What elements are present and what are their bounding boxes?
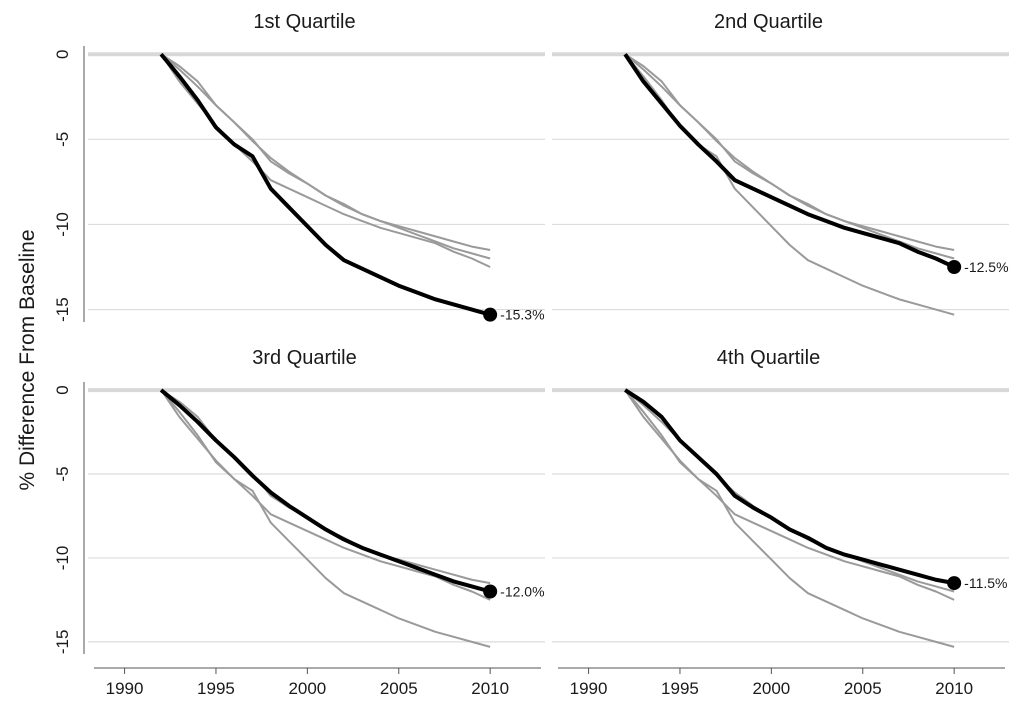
x-tick-label: 2005 — [844, 679, 882, 698]
x-tick-label: 2000 — [752, 679, 790, 698]
x-tick-label: 2005 — [380, 679, 418, 698]
y-tick-label: -15 — [53, 630, 72, 655]
x-tick-label: 2010 — [471, 679, 509, 698]
endpoint-label: -11.5% — [964, 575, 1007, 591]
series-line-background — [160, 53, 491, 268]
y-tick-label: 0 — [53, 49, 72, 58]
x-tick-label: 1995 — [661, 679, 699, 698]
endpoint-marker — [947, 576, 962, 591]
y-tick-label: -5 — [53, 466, 72, 481]
panel-title: 4th Quartile — [717, 347, 820, 369]
y-tick-label: 0 — [53, 385, 72, 394]
series-line-highlight — [159, 388, 491, 594]
x-tick-label: 1990 — [106, 679, 144, 698]
x-tick-label: 2010 — [935, 679, 973, 698]
panel-title: 3rd Quartile — [252, 347, 357, 369]
panel-3: 3rd Quartile 0 -5 -10 -15 -12.0% 1990 1995 2000 2… — [53, 347, 545, 698]
series-line-background — [160, 389, 491, 648]
series-line-highlight — [624, 388, 955, 586]
x-tick-label: 2000 — [288, 679, 326, 698]
panel-2: 2nd Quartile -12.5% — [552, 11, 1009, 316]
y-tick-label: -10 — [53, 212, 72, 237]
series-line-background — [160, 389, 491, 601]
endpoint-marker — [947, 260, 962, 275]
endpoint-label: -12.0% — [500, 584, 544, 600]
y-tick-label: -5 — [53, 132, 72, 147]
panel-title: 2nd Quartile — [714, 11, 823, 33]
y-tick-label: -15 — [53, 297, 72, 322]
series-line-background — [624, 389, 955, 593]
series-line-background — [624, 53, 955, 316]
series-line-background — [160, 53, 491, 251]
endpoint-marker — [483, 584, 498, 599]
panel-1: 1st Quartile 0 -5 -10 -15 -15.3% — [53, 11, 545, 323]
endpoint-label: -12.5% — [964, 259, 1008, 275]
y-tick-label: -10 — [53, 546, 72, 571]
series-line-highlight — [159, 52, 491, 317]
series-line-background — [624, 389, 955, 648]
y-axis-label: % Difference From Baseline — [16, 229, 39, 490]
endpoint-label: -15.3% — [500, 307, 544, 323]
series-line-background — [624, 53, 955, 260]
x-tick-label: 1990 — [570, 679, 608, 698]
series-line-background — [160, 389, 491, 585]
series-line-background — [624, 389, 955, 601]
series-line-background — [160, 53, 491, 260]
endpoint-marker — [483, 307, 498, 322]
panel-4: 4th Quartile -11.5% 1990 1995 2000 2005 2010 — [552, 347, 1009, 698]
panels: 1st Quartile 0 -5 -10 -15 -15.3% 2nd Quartile -… — [53, 11, 1009, 698]
series-line-highlight — [623, 53, 956, 269]
panel-title: 1st Quartile — [253, 11, 355, 33]
x-tick-label: 1995 — [197, 679, 235, 698]
series-line-background — [624, 53, 955, 251]
